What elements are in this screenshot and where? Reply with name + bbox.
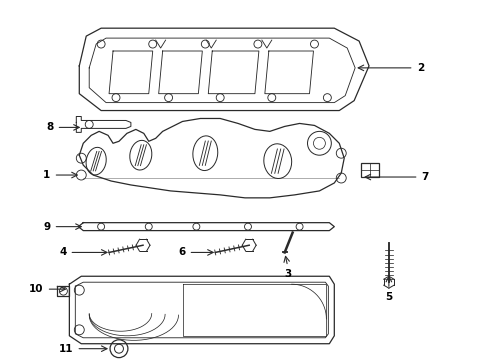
Text: 11: 11	[59, 344, 74, 354]
Text: 4: 4	[59, 247, 66, 257]
Text: 10: 10	[29, 284, 44, 294]
Text: 1: 1	[43, 170, 50, 180]
Text: 9: 9	[44, 222, 50, 231]
Text: 6: 6	[178, 247, 185, 257]
Text: 2: 2	[416, 63, 424, 73]
Text: 5: 5	[385, 292, 392, 302]
Bar	[361, 163, 379, 177]
Text: 8: 8	[46, 122, 53, 132]
Text: 3: 3	[284, 269, 291, 279]
Text: 7: 7	[421, 172, 429, 182]
